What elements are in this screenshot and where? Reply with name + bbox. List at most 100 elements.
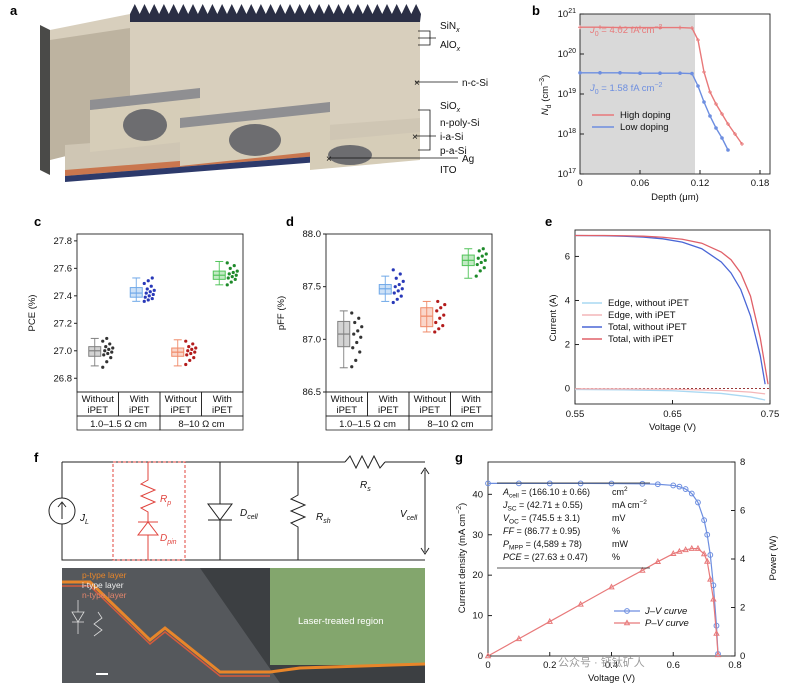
data-point-low [702,100,706,104]
y2-tick-label: 8 [740,457,745,468]
p-type-layer-edge [62,580,426,674]
data-point [188,358,192,362]
label-sinx: SiNx [440,21,460,34]
y2-tick-label: 4 [740,554,745,565]
left-face [40,25,50,175]
data-point-pv [682,546,689,553]
data-point-jv [704,531,711,538]
rs-resistor [344,454,386,470]
table-row-param: VOC = (745.5 ± 3.1) [503,513,580,526]
data-point [226,276,230,280]
legend-label-2: Total, without iPET [608,322,687,333]
data-point [190,347,194,352]
series-line-3 [575,234,769,385]
series-line-1 [574,388,766,395]
group-label: 1.0–1.5 Ω cm [90,419,147,430]
y-tick-label: 1017 [558,168,576,180]
data-point [145,287,149,291]
y-tick-label: 4 [565,295,570,306]
data-point [152,288,156,292]
data-point-high [678,25,682,30]
label-vcell: Vcell [400,509,418,522]
marker-x-stack: × [412,132,418,143]
y-tick-label: 40 [472,489,483,500]
data-point [441,324,445,328]
data-point [185,353,189,357]
table-row-param: JSC = (42.71 ± 0.55) [502,500,583,513]
data-point [142,281,146,286]
data-point-jv [577,480,584,487]
data-point [193,350,197,354]
table-row-param: PMPP = (4,589 ± 78) [503,539,582,552]
data-point-jv [688,490,695,497]
data-point-high [733,132,737,136]
category-label-bottom: iPET [336,405,357,416]
current-source-arrowhead [57,501,67,508]
category-label-bottom: iPET [170,405,191,416]
label-i-type-layer: i-type layer [82,580,124,590]
shaded-region [580,14,695,174]
label-jl: JL [79,513,89,526]
data-point-pv [608,583,615,590]
data-point-high [578,25,582,30]
block-2 [180,102,330,166]
data-point [401,279,405,283]
category-label-bottom: iPET [419,405,440,416]
y-tick-label: 1018 [558,128,576,140]
x-tick-label: 0.75 [761,409,780,420]
data-point-pv [707,575,714,582]
data-point [474,274,478,278]
data-point-pv [688,544,696,551]
y2-axis-label: Power (W) [768,536,779,581]
data-point [393,285,397,289]
table-row-unit: % [612,526,620,536]
x-tick-label: 0.8 [728,660,741,671]
y2-tick-label: 6 [740,506,745,517]
data-point [109,356,113,360]
data-point [484,252,488,256]
legend-label-1: P–V curve [645,618,689,629]
data-point [357,316,361,320]
data-point [225,261,229,265]
panel-letter-e: e [545,214,552,229]
label-rp: Rp [160,494,171,507]
data-point [105,336,109,341]
data-point-high [638,25,642,30]
y-tick-label: 87.0 [303,334,322,345]
data-point-jv [639,480,646,487]
data-point [233,277,237,281]
data-point-pv [639,566,646,573]
panel-f-circuit [48,454,430,561]
y2-tick-label: 2 [740,603,745,614]
data-point [111,346,115,350]
data-point-low [720,136,724,140]
data-point-high [708,90,712,94]
pin-subcircuit-highlight [112,461,186,561]
data-point-high [618,25,622,30]
data-point [150,276,154,280]
data-point [358,350,362,354]
data-point [350,311,354,315]
legend-label-3: Total, with iPET [608,334,674,345]
data-point-pv [694,544,702,551]
data-point-pv [714,651,722,658]
category-label-top: Without [414,394,447,405]
group-label: 8–10 Ω cm [427,419,473,430]
x-axis-label: Voltage (V) [588,673,635,684]
sem-inset-circuit [71,600,103,637]
y-axis-label: pFF (%) [276,296,287,330]
data-point-jv [682,486,689,492]
x-tick-label: 0 [485,660,490,671]
series-line-0 [574,388,766,401]
data-point [106,351,110,356]
x-tick-label: 0.6 [667,660,680,671]
category-label-top: Without [82,394,115,405]
label-p-type-layer: p-type layer [82,570,127,580]
data-point [189,351,193,356]
data-point [396,289,400,293]
y-tick-label: 27.2 [54,318,73,329]
sem-micrograph: p-type layer i-type layer n-type layer L… [62,568,426,683]
label-iasi: i-a-Si [440,132,463,143]
data-point-jv [701,517,708,524]
